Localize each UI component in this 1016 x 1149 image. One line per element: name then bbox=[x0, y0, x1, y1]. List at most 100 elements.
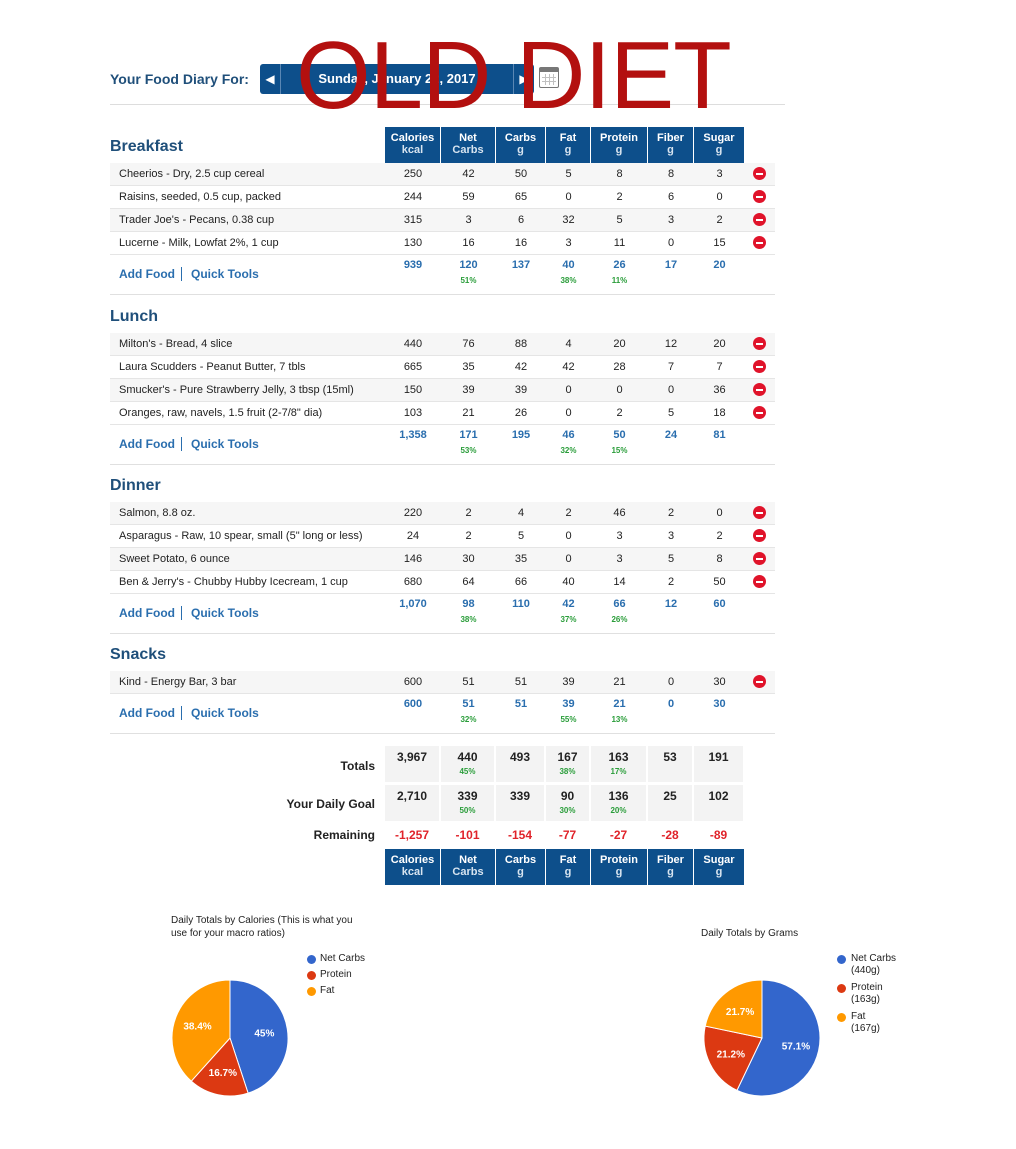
meal-percent-value: 15% bbox=[611, 446, 628, 455]
calendar-icon[interactable] bbox=[539, 67, 559, 88]
nutrient-value: 14 bbox=[613, 576, 626, 588]
legend-label: Protein bbox=[320, 969, 352, 980]
remove-food-icon[interactable] bbox=[753, 675, 766, 688]
food-row[interactable]: Trader Joe's - Pecans, 0.38 cup 315 3 6 32 5 3… bbox=[110, 209, 775, 232]
remove-food-icon[interactable] bbox=[753, 190, 766, 203]
remove-food-icon[interactable] bbox=[753, 406, 766, 419]
goal-value: 136 bbox=[591, 785, 646, 821]
nutrient-value: 20 bbox=[613, 338, 626, 350]
food-row[interactable]: Milton's - Bread, 4 slice 440 76 88 4 20 12 20 bbox=[110, 333, 775, 356]
food-row[interactable]: Laura Scudders - Peanut Butter, 7 tbls 66… bbox=[110, 356, 775, 379]
pie-slice-label: 38.4% bbox=[183, 1022, 211, 1033]
goal-percent: 50% bbox=[459, 806, 476, 815]
next-day-button[interactable]: ▶ bbox=[513, 64, 534, 94]
meal-summary-row: Add Food Quick Tools 1,070 98 38% 110 42 37% 66 2… bbox=[110, 594, 775, 634]
column-header-label: Net bbox=[459, 132, 477, 144]
remaining-value: -27 bbox=[609, 828, 628, 842]
food-name[interactable]: Sweet Potato, 6 ounce bbox=[119, 553, 230, 565]
meal-percent-value: 51% bbox=[460, 276, 477, 285]
pie-slice-fat[interactable] bbox=[171, 979, 231, 1082]
column-header-carbs: Carbs g bbox=[496, 849, 546, 885]
header-divider bbox=[110, 104, 785, 105]
remove-food-icon[interactable] bbox=[753, 383, 766, 396]
remove-food-icon[interactable] bbox=[753, 167, 766, 180]
nutrient-value: 76 bbox=[462, 338, 475, 350]
food-name[interactable]: Cheerios - Dry, 2.5 cup cereal bbox=[119, 168, 265, 180]
food-name[interactable]: Asparagus - Raw, 10 spear, small (5" lon… bbox=[119, 530, 363, 542]
food-row[interactable]: Salmon, 8.8 oz. 220 2 4 2 46 2 0 bbox=[110, 502, 775, 525]
add-food-link[interactable]: Add Food bbox=[119, 606, 175, 620]
add-food-link[interactable]: Add Food bbox=[119, 706, 175, 720]
nutrient-value: 2 bbox=[616, 407, 623, 419]
pie-slice-net-carbs[interactable] bbox=[736, 979, 821, 1097]
pie-slice-fat[interactable] bbox=[704, 979, 763, 1039]
food-name[interactable]: Laura Scudders - Peanut Butter, 7 tbls bbox=[119, 361, 306, 373]
food-row[interactable]: Sweet Potato, 6 ounce 146 30 35 0 3 5 8 bbox=[110, 548, 775, 571]
nutrient-value: 2 bbox=[667, 576, 675, 588]
food-name[interactable]: Oranges, raw, navels, 1.5 fruit (2-7/8" … bbox=[119, 407, 323, 419]
food-row[interactable]: Kind - Energy Bar, 3 bar 600 51 51 39 21 0 30 bbox=[110, 671, 775, 694]
nutrient-value: 0 bbox=[716, 191, 723, 203]
remove-food-icon[interactable] bbox=[753, 529, 766, 542]
food-name[interactable]: Kind - Energy Bar, 3 bar bbox=[119, 676, 237, 688]
meal-total-value: 110 bbox=[512, 598, 530, 610]
remove-food-icon[interactable] bbox=[753, 506, 766, 519]
legend-dot-icon bbox=[307, 971, 316, 980]
meal-percent-value: 38% bbox=[560, 276, 577, 285]
legend-label: Protein bbox=[851, 982, 883, 993]
nutrient-value: 2 bbox=[565, 507, 572, 519]
food-name[interactable]: Trader Joe's - Pecans, 0.38 cup bbox=[119, 214, 275, 226]
meal-percent-value: 32% bbox=[560, 446, 577, 455]
remove-food-icon[interactable] bbox=[753, 552, 766, 565]
remove-food-icon[interactable] bbox=[753, 337, 766, 350]
add-food-link[interactable]: Add Food bbox=[119, 267, 175, 281]
meal-total-value: 50 bbox=[613, 429, 626, 441]
totals-value: 53 bbox=[648, 746, 692, 782]
diary-date[interactable]: Sunday, January 22, 2017 bbox=[318, 71, 476, 86]
food-name[interactable]: Milton's - Bread, 4 slice bbox=[119, 338, 233, 350]
meal-total-value: 46 bbox=[562, 429, 575, 441]
pie-slice-protein[interactable] bbox=[703, 1025, 763, 1091]
nutrient-value: 5 bbox=[616, 214, 623, 226]
meal-total-value: 42 bbox=[562, 598, 575, 610]
quick-tools-link[interactable]: Quick Tools bbox=[191, 267, 259, 281]
column-header-carbs: Carbs g bbox=[496, 127, 546, 163]
nutrient-value: 4 bbox=[565, 338, 572, 350]
food-name[interactable]: Lucerne - Milk, Lowfat 2%, 1 cup bbox=[119, 237, 279, 249]
food-row[interactable]: Asparagus - Raw, 10 spear, small (5" lon… bbox=[110, 525, 775, 548]
nutrient-value: 51 bbox=[514, 676, 528, 688]
quick-tools-link[interactable]: Quick Tools bbox=[191, 706, 259, 720]
remove-food-icon[interactable] bbox=[753, 236, 766, 249]
nutrient-value: 30 bbox=[462, 553, 475, 565]
totals-label: Totals bbox=[340, 759, 375, 773]
remove-food-icon[interactable] bbox=[753, 213, 766, 226]
food-row[interactable]: Raisins, seeded, 0.5 cup, packed 244 59 65 0… bbox=[110, 186, 775, 209]
remove-food-icon[interactable] bbox=[753, 360, 766, 373]
nutrient-value: 6 bbox=[667, 191, 675, 203]
nutrient-value: 2 bbox=[465, 530, 472, 542]
food-name[interactable]: Raisins, seeded, 0.5 cup, packed bbox=[119, 191, 282, 203]
legend-sub-label: (440g) bbox=[851, 965, 880, 976]
pie-slice-net-carbs[interactable] bbox=[229, 979, 289, 1094]
pie-slice-protein[interactable] bbox=[190, 1037, 249, 1097]
nutrient-value: 130 bbox=[403, 237, 423, 249]
food-name[interactable]: Ben & Jerry's - Chubby Hubby Icecream, 1… bbox=[119, 576, 348, 588]
food-row[interactable]: Ben & Jerry's - Chubby Hubby Icecream, 1… bbox=[110, 571, 775, 594]
food-row[interactable]: Smucker's - Pure Strawberry Jelly, 3 tbs… bbox=[110, 379, 775, 402]
add-food-link[interactable]: Add Food bbox=[119, 437, 175, 451]
meal-title-lunch: Lunch bbox=[110, 308, 158, 325]
food-row[interactable]: Cheerios - Dry, 2.5 cup cereal 250 42 50 5 8 8… bbox=[110, 163, 775, 186]
prev-day-button[interactable]: ◀ bbox=[260, 64, 281, 94]
food-row[interactable]: Lucerne - Milk, Lowfat 2%, 1 cup 130 16 16 3… bbox=[110, 232, 775, 255]
quick-tools-link[interactable]: Quick Tools bbox=[191, 606, 259, 620]
meal-title-breakfast: Breakfast bbox=[110, 138, 183, 155]
food-name[interactable]: Smucker's - Pure Strawberry Jelly, 3 tbs… bbox=[119, 384, 354, 396]
remove-food-icon[interactable] bbox=[753, 575, 766, 588]
food-row[interactable]: Oranges, raw, navels, 1.5 fruit (2-7/8" … bbox=[110, 402, 775, 425]
food-name[interactable]: Salmon, 8.8 oz. bbox=[119, 507, 196, 519]
goal-value: 25 bbox=[648, 785, 692, 821]
legend-dot-icon bbox=[307, 987, 316, 996]
chart-title: Daily Totals by Grams bbox=[701, 928, 799, 939]
meal-total-value: 30 bbox=[713, 698, 726, 710]
quick-tools-link[interactable]: Quick Tools bbox=[191, 437, 259, 451]
